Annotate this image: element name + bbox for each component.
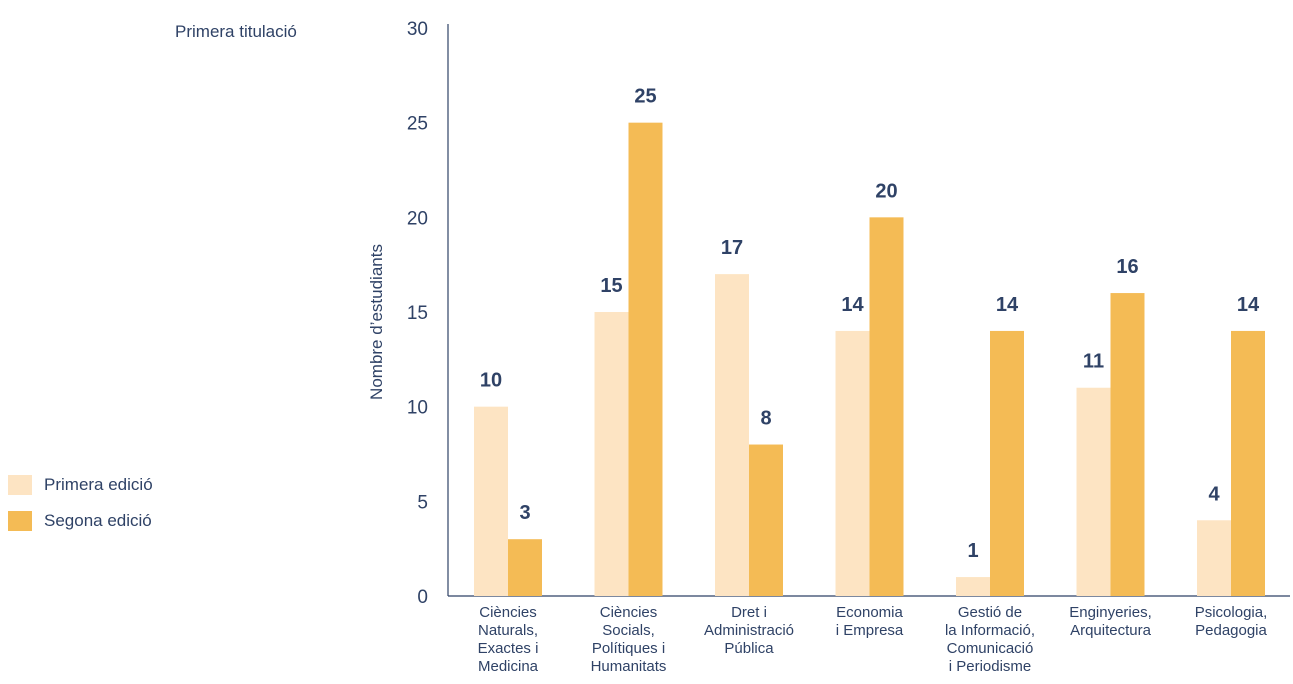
x-tick-label-3-1: i Empresa [836, 622, 904, 639]
x-tick-label-5-1: Arquitectura [1070, 622, 1152, 639]
data-label-segona-5: 16 [1116, 256, 1138, 278]
data-label-segona-4: 14 [996, 294, 1019, 316]
y-tick-label-15: 15 [407, 303, 428, 324]
bar-segona-0 [508, 539, 542, 596]
x-tick-label-0-2: Exactes i [478, 640, 539, 657]
x-tick-label-4-1: la Informació, [945, 622, 1035, 639]
data-label-primera-0: 10 [480, 370, 502, 392]
data-label-primera-1: 15 [600, 275, 622, 297]
x-tick-label-2-0: Dret i [731, 604, 767, 621]
y-tick-label-10: 10 [407, 398, 428, 419]
y-axis-label: Nombre d’estudiants [367, 244, 386, 400]
bar-primera-1 [594, 312, 629, 596]
x-tick-label-1-3: Humanitats [591, 658, 667, 675]
legend-item-primera-edicio: Primera edició [8, 474, 153, 496]
bar-segona-3 [869, 217, 904, 597]
data-label-primera-4: 1 [967, 540, 978, 562]
x-tick-label-1-2: Polítiques i [592, 640, 665, 657]
y-tick-label-30: 30 [407, 19, 428, 40]
x-tick-label-4-0: Gestió de [958, 604, 1022, 621]
bar-segona-1 [628, 122, 663, 597]
bar-primera-5 [1076, 387, 1111, 596]
data-label-segona-6: 14 [1237, 294, 1260, 316]
data-label-primera-3: 14 [841, 294, 864, 316]
x-tick-label-6-1: Pedagogia [1195, 622, 1267, 639]
data-label-segona-0: 3 [519, 502, 530, 524]
data-label-primera-5: 11 [1083, 351, 1104, 373]
x-tick-label-5-0: Enginyeries, [1069, 604, 1152, 621]
data-label-segona-3: 20 [875, 180, 897, 202]
legend: Primera edició Segona edició [8, 474, 153, 546]
legend-label-segona-edicio: Segona edició [44, 511, 152, 530]
bar-primera-4 [956, 577, 990, 596]
chart-title: Primera titulació [175, 22, 297, 41]
bar-segona-6 [1231, 330, 1265, 596]
data-label-primera-6: 4 [1208, 483, 1220, 505]
x-tick-label-2-1: Administració [704, 622, 794, 639]
bar-primera-2 [715, 274, 749, 596]
x-tick-label-0-3: Medicina [478, 658, 539, 675]
y-tick-label-25: 25 [407, 114, 428, 135]
data-label-segona-1: 25 [634, 86, 656, 108]
x-tick-label-2-2: Pública [724, 640, 774, 657]
bar-segona-2 [749, 444, 783, 596]
x-tick-label-4-2: Comunicació [947, 640, 1034, 657]
data-label-segona-2: 8 [760, 408, 771, 430]
legend-swatch-segona-edicio [8, 511, 32, 531]
data-label-primera-2: 17 [721, 237, 743, 259]
bar-segona-5 [1110, 293, 1145, 596]
x-tick-label-0-1: Naturals, [478, 622, 538, 639]
y-tick-label-20: 20 [407, 208, 428, 229]
x-tick-label-1-1: Socials, [602, 622, 655, 639]
x-tick-label-6-0: Psicologia, [1195, 604, 1268, 621]
legend-swatch-primera-edicio [8, 475, 32, 495]
legend-label-primera-edicio: Primera edició [44, 475, 153, 494]
y-tick-label-5: 5 [417, 492, 428, 513]
x-tick-label-1-0: Ciències [600, 604, 658, 621]
y-tick-label-0: 0 [417, 587, 428, 608]
x-tick-label-4-3: i Periodisme [949, 658, 1032, 675]
bar-primera-0 [474, 406, 508, 596]
bar-segona-4 [990, 330, 1024, 596]
x-tick-label-0-0: Ciències [479, 604, 537, 621]
legend-item-segona-edicio: Segona edició [8, 510, 153, 532]
bar-primera-3 [835, 330, 870, 596]
x-tick-label-3-0: Economia [836, 604, 903, 621]
bar-primera-6 [1197, 520, 1231, 596]
